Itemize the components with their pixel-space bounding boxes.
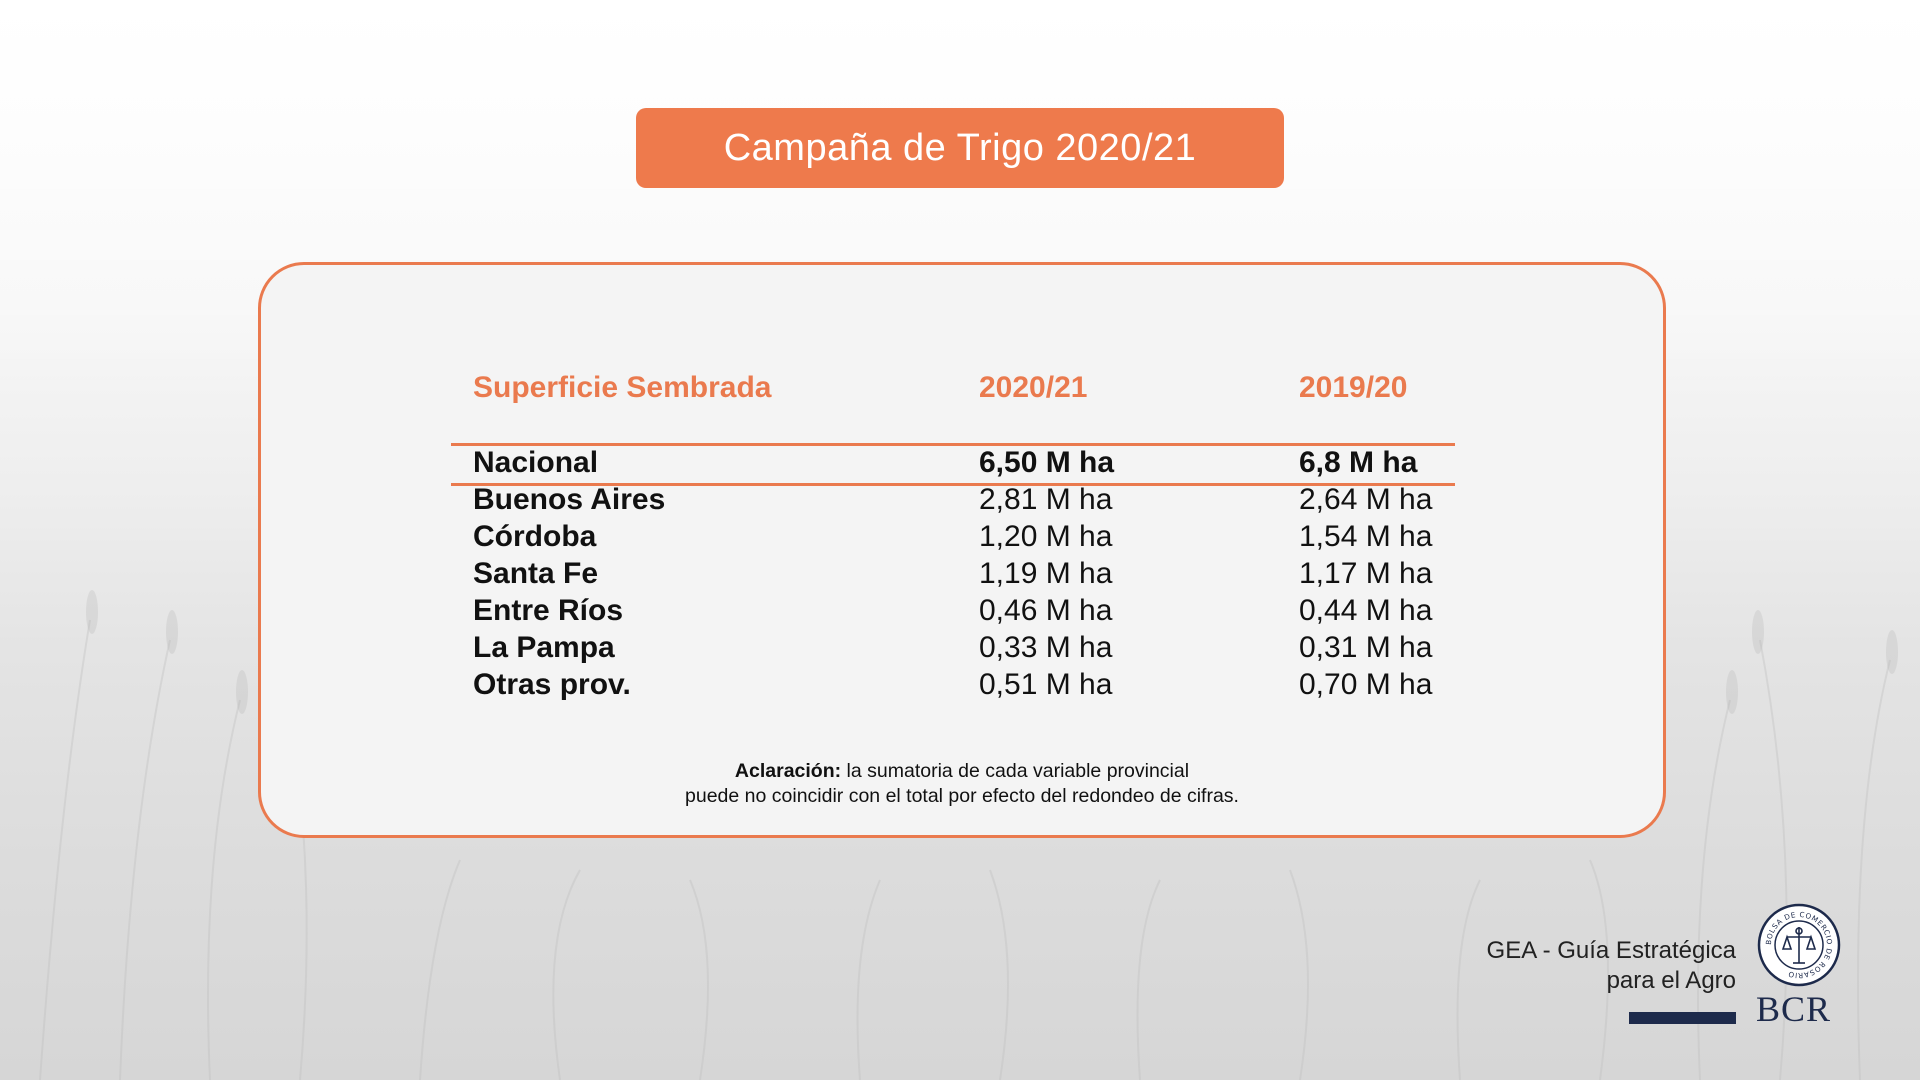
- column-header-2019-20: 2019/20: [1299, 371, 1408, 404]
- clarification-note: Aclaración: la sumatoria de cada variabl…: [261, 759, 1663, 809]
- table-row-nacional: Nacional 6,50 M ha 6,8 M ha: [261, 446, 1663, 483]
- bcr-seal-icon: BOLSA DE COMERCIO DE ROSARIO: [1757, 903, 1841, 987]
- row-label: Buenos Aires: [473, 483, 666, 516]
- bcr-logo-text: BCR: [1756, 989, 1832, 1029]
- note-line-2: puede no coincidir con el total por efec…: [685, 785, 1239, 807]
- row-label: Santa Fe: [473, 557, 599, 590]
- table-rule-bottom: [451, 483, 1455, 486]
- table-row: La Pampa 0,33 M ha 0,31 M ha: [261, 631, 1663, 668]
- title-banner: Campaña de Trigo 2020/21: [636, 108, 1284, 188]
- row-label: Entre Ríos: [473, 594, 624, 627]
- row-value-2019-20: 1,17 M ha: [1299, 557, 1433, 590]
- footer-line-2: para el Agro: [1606, 967, 1736, 994]
- row-value-2020-21: 0,46 M ha: [979, 594, 1113, 627]
- note-text-1: la sumatoria de cada variable provincial: [841, 760, 1190, 782]
- footer-brand-bar: [1629, 1012, 1736, 1024]
- page-title: Campaña de Trigo 2020/21: [723, 126, 1197, 169]
- row-label: Córdoba: [473, 520, 597, 553]
- row-label: La Pampa: [473, 631, 615, 664]
- table-rule-top: [451, 443, 1455, 446]
- row-value-2019-20: 0,31 M ha: [1299, 631, 1433, 664]
- row-value-2020-21: 1,20 M ha: [979, 520, 1113, 553]
- row-value-2020-21: 0,33 M ha: [979, 631, 1113, 664]
- table-row: Córdoba 1,20 M ha 1,54 M ha: [261, 520, 1663, 557]
- row-label: Otras prov.: [473, 668, 631, 701]
- row-value-2019-20: 1,54 M ha: [1299, 520, 1433, 553]
- data-table: Superficie Sembrada 2020/21 2019/20 Naci…: [261, 265, 1663, 835]
- row-label: Nacional: [473, 446, 599, 479]
- table-row: Santa Fe 1,19 M ha 1,17 M ha: [261, 557, 1663, 594]
- note-label: Aclaración:: [734, 760, 842, 782]
- data-card: Superficie Sembrada 2020/21 2019/20 Naci…: [258, 262, 1666, 838]
- footer-line-1: GEA - Guía Estratégica: [1486, 937, 1736, 964]
- table-row: Otras prov. 0,51 M ha 0,70 M ha: [261, 668, 1663, 705]
- note-line-1: Aclaración: la sumatoria de cada variabl…: [261, 759, 1663, 784]
- row-value-2019-20: 2,64 M ha: [1299, 483, 1433, 516]
- row-value-2020-21: 6,50 M ha: [979, 446, 1115, 479]
- row-value-2019-20: 6,8 M ha: [1299, 446, 1418, 479]
- table-row: Entre Ríos 0,46 M ha 0,44 M ha: [261, 594, 1663, 631]
- column-header-region: Superficie Sembrada: [473, 371, 772, 404]
- row-value-2020-21: 1,19 M ha: [979, 557, 1113, 590]
- row-value-2020-21: 2,81 M ha: [979, 483, 1113, 516]
- table-row: Buenos Aires 2,81 M ha 2,64 M ha: [261, 483, 1663, 520]
- row-value-2020-21: 0,51 M ha: [979, 668, 1113, 701]
- column-header-2020-21: 2020/21: [979, 371, 1088, 404]
- row-value-2019-20: 0,70 M ha: [1299, 668, 1433, 701]
- row-value-2019-20: 0,44 M ha: [1299, 594, 1433, 627]
- footer-brand-text: GEA - Guía Estratégica para el Agro: [1487, 936, 1736, 996]
